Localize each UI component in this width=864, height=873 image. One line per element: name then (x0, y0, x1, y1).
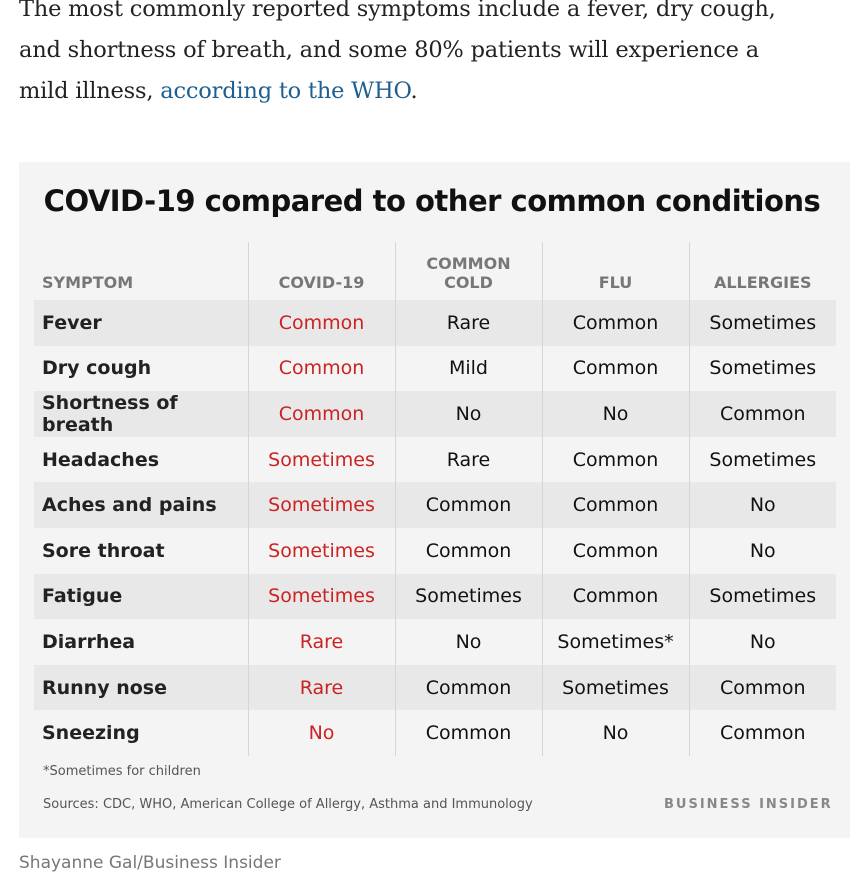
header-common-cold: COMMON COLD (394, 242, 542, 300)
cell-cold: Common (394, 710, 542, 756)
cell-allergies: Sometimes (688, 436, 836, 483)
cell-covid: Sometimes (247, 436, 395, 483)
cell-cold: Common (394, 482, 542, 528)
who-link[interactable]: according to the WHO (160, 78, 411, 104)
image-credit: Shayanne Gal/Business Insider (19, 853, 281, 873)
cell-flu: Common (541, 300, 689, 346)
cell-covid: Common (247, 300, 395, 346)
cell-flu: Common (541, 573, 689, 620)
cell-flu: Common (541, 436, 689, 483)
table-row: Sneezing No Common No Common (34, 710, 836, 756)
table-row: Runny nose Rare Common Sometimes Common (34, 664, 836, 711)
cell-symptom: Diarrhea (34, 619, 248, 665)
article-text-segment: mild illness, (19, 78, 161, 104)
table-row: Aches and pains Sometimes Common Common … (34, 482, 836, 528)
comparison-table: SYMPTOM COVID-19 COMMON COLD FLU ALLERGIE… (34, 242, 836, 756)
cell-symptom: Fatigue (34, 573, 248, 620)
cell-symptom: Aches and pains (34, 482, 248, 528)
article-line: mild illness, according to the WHO. (19, 71, 849, 112)
table-header-row: SYMPTOM COVID-19 COMMON COLD FLU ALLERGIE… (34, 242, 836, 300)
cell-allergies: Sometimes (688, 300, 836, 346)
cell-allergies: No (688, 482, 836, 528)
cell-cold: No (394, 391, 542, 437)
cell-covid: Common (247, 391, 395, 437)
infographic-title: COVID-19 compared to other common condit… (43, 184, 821, 218)
header-common-cold-line1: COMMON (426, 254, 511, 273)
table-row: Diarrhea Rare No Sometimes* No (34, 619, 836, 665)
cell-cold: Common (394, 664, 542, 711)
cell-cold: Rare (394, 300, 542, 346)
cell-symptom: Runny nose (34, 664, 248, 711)
cell-covid: Common (247, 345, 395, 392)
table-row: Shortness of breath Common No No Common (34, 391, 836, 437)
cell-flu: Common (541, 527, 689, 574)
sources-line: Sources: CDC, WHO, American College of A… (43, 797, 533, 812)
cell-allergies: Common (688, 391, 836, 437)
cell-flu: Sometimes* (541, 619, 689, 665)
business-insider-logo: BUSINESS INSIDER (664, 797, 833, 812)
cell-flu: Sometimes (541, 664, 689, 711)
cell-allergies: No (688, 527, 836, 574)
cell-symptom: Headaches (34, 436, 248, 483)
cell-covid: Rare (247, 619, 395, 665)
cell-cold: Rare (394, 436, 542, 483)
cell-symptom: Fever (34, 300, 248, 346)
cell-covid: Sometimes (247, 527, 395, 574)
header-covid: COVID-19 (247, 242, 395, 300)
table-row: Fatigue Sometimes Sometimes Common Somet… (34, 573, 836, 620)
cell-covid: Sometimes (247, 573, 395, 620)
cell-cold: Sometimes (394, 573, 542, 620)
cell-covid: Rare (247, 664, 395, 711)
sources-text: CDC, WHO, American College of Allergy, A… (98, 797, 533, 812)
header-allergies: ALLERGIES (688, 242, 836, 300)
article-text-segment: . (410, 78, 418, 104)
cell-symptom: Sneezing (34, 710, 248, 756)
table-row: Headaches Sometimes Rare Common Sometime… (34, 436, 836, 483)
table-row: Dry cough Common Mild Common Sometimes (34, 345, 836, 392)
sources-label: Sources: (43, 797, 99, 812)
cell-flu: Common (541, 482, 689, 528)
cell-cold: Mild (394, 345, 542, 392)
cell-symptom: Shortness of breath (34, 391, 248, 437)
header-common-cold-line2: COLD (444, 273, 493, 292)
table-row: Fever Common Rare Common Sometimes (34, 300, 836, 346)
cell-flu: No (541, 391, 689, 437)
cell-allergies: Common (688, 710, 836, 756)
header-flu: FLU (541, 242, 689, 300)
cell-flu: No (541, 710, 689, 756)
cell-covid: No (247, 710, 395, 756)
cell-cold: No (394, 619, 542, 665)
cell-allergies: No (688, 619, 836, 665)
cell-allergies: Common (688, 664, 836, 711)
article-paragraph: The most commonly reported symptoms incl… (19, 0, 849, 112)
cell-flu: Common (541, 345, 689, 392)
cell-cold: Common (394, 527, 542, 574)
cell-symptom: Sore throat (34, 527, 248, 574)
article-line: The most commonly reported symptoms incl… (19, 0, 776, 22)
cell-covid: Sometimes (247, 482, 395, 528)
cell-allergies: Sometimes (688, 573, 836, 620)
header-symptom: SYMPTOM (42, 273, 134, 292)
table-footnote: *Sometimes for children (43, 764, 201, 779)
cell-symptom: Dry cough (34, 345, 248, 392)
table-row: Sore throat Sometimes Common Common No (34, 527, 836, 574)
cell-allergies: Sometimes (688, 345, 836, 392)
article-line: and shortness of breath, and some 80% pa… (19, 37, 759, 63)
